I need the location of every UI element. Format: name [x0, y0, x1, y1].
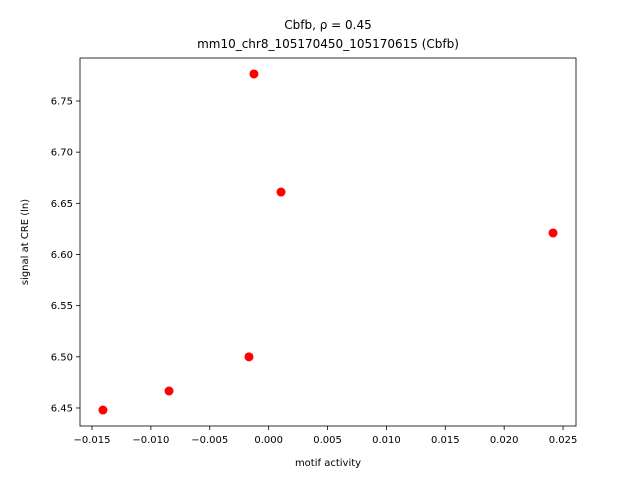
point [276, 187, 286, 197]
x-tick-label: 0.015 [431, 435, 460, 446]
chart-title: Cbfb, ρ = 0.45 [284, 18, 372, 32]
chart-subtitle: mm10_chr8_105170450_105170615 (Cbfb) [197, 37, 459, 51]
x-tick-label: −0.005 [191, 435, 228, 446]
point [548, 228, 558, 238]
point [98, 405, 108, 415]
x-tick-label: 0.005 [313, 435, 342, 446]
y-axis-label: signal at CRE (ln) [20, 199, 31, 285]
y-tick-label: 6.65 [51, 199, 73, 210]
y-tick-label: 6.60 [51, 250, 73, 261]
plot-frame [79, 57, 577, 427]
x-tick-label: 0.000 [254, 435, 283, 446]
x-tick-label: 0.010 [372, 435, 401, 446]
y-tick-label: 6.70 [51, 148, 73, 159]
y-tick-label: 6.75 [51, 96, 73, 107]
x-tick-label: 0.020 [490, 435, 519, 446]
x-axis-label: motif activity [295, 458, 361, 469]
y-tick-label: 6.45 [51, 403, 73, 414]
x-tick-label: −0.015 [74, 435, 111, 446]
point [164, 386, 174, 396]
point [244, 352, 254, 362]
x-tick-label: 0.025 [549, 435, 578, 446]
y-tick-label: 6.55 [51, 301, 73, 312]
y-tick-label: 6.50 [51, 352, 73, 363]
point [249, 69, 259, 79]
x-tick-label: −0.010 [132, 435, 169, 446]
